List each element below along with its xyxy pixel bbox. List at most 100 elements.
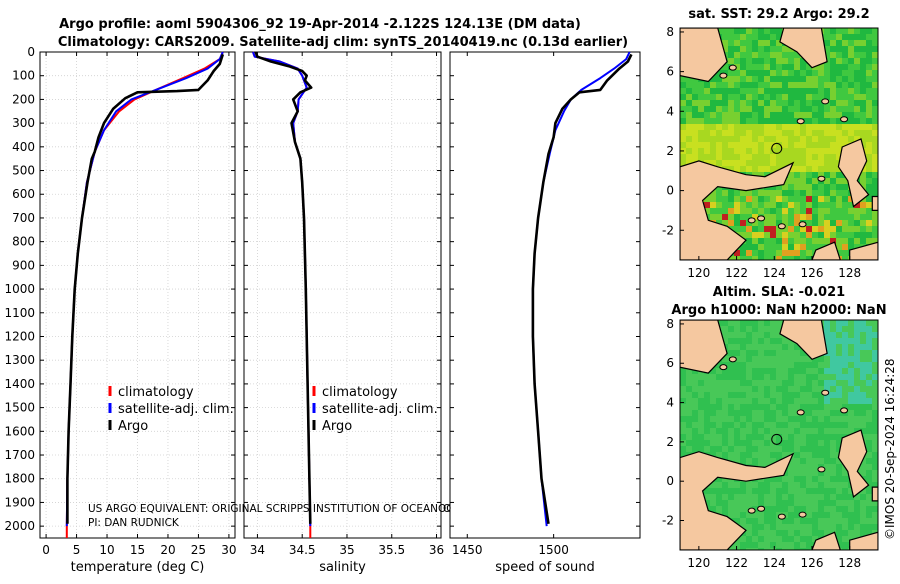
sst_map-cell [686,112,692,118]
sst_map-cell [782,88,788,94]
sst_map-cell [788,196,794,202]
sst_map-cell [824,106,830,112]
sla_map-cell [722,410,728,416]
sla_map-cell [758,374,764,380]
sst_map-cell [830,166,836,172]
sst_map-cell [788,70,794,76]
sst_map-cell [818,118,824,124]
sla_map-cell [734,422,740,428]
sst_map-cell [794,82,800,88]
sla_map-cell [788,344,794,350]
sst_map-cell [824,70,830,76]
sst_map-cell [698,130,704,136]
sla_map-cell [830,488,836,494]
sla_map-cell [800,440,806,446]
sla_map-cell [872,506,878,512]
sst_map-cell [776,220,782,226]
sst_map-cell [746,118,752,124]
sla_map-cell [830,476,836,482]
sla_map-cell [824,488,830,494]
sla_map-cell [770,500,776,506]
sst_map-cell [866,124,872,130]
sst_map-cell [842,226,848,232]
sla_map-cell [812,410,818,416]
sst_map-cell [704,208,710,214]
sst_map-cell [698,154,704,160]
sla_map-cell [854,326,860,332]
sla_map-cell [818,482,824,488]
sst_map-cell [824,124,830,130]
sla_map-cell [698,434,704,440]
sst_map-cell [848,40,854,46]
sla_map-cell [734,434,740,440]
sla_map-cell [836,440,842,446]
sla_map-cell [866,422,872,428]
sla_map-cell [770,344,776,350]
sst_map-cell [734,40,740,46]
sla_map-cell [764,476,770,482]
salinity-xtick-label: 35 [339,543,354,557]
sst_map-cell [836,190,842,196]
sla_map-xtick-label: 122 [725,556,748,570]
sla_map-cell [788,476,794,482]
sst_map-cell [848,244,854,250]
sst_map-cell [716,76,722,82]
sla_map-cell [776,440,782,446]
sst_map-cell [788,100,794,106]
sst_map-cell [752,148,758,154]
sst_map-cell [794,148,800,154]
sla_map-cell [764,332,770,338]
sla_map-cell [860,344,866,350]
sst_map-cell [872,100,878,106]
sla_map-cell [770,374,776,380]
sst_map-cell [806,118,812,124]
depth-tick-label: 0 [27,45,35,59]
sst_map-cell [794,160,800,166]
sla_map-cell [818,356,824,362]
sst_map-cell [854,46,860,52]
sst_map-cell [812,202,818,208]
title-line-1: Argo profile: aoml 5904306_92 19-Apr-201… [59,17,581,32]
sst_map-cell [872,160,878,166]
sla_map-cell [740,350,746,356]
sst_map-cell [824,178,830,184]
sst_map-cell [860,46,866,52]
sla_map-cell [836,458,842,464]
sla_map-cell [770,446,776,452]
island [757,505,766,512]
sla_map-cell [782,530,788,536]
sla_map-cell [788,506,794,512]
sst_map-cell [830,64,836,70]
sla_map-cell [818,512,824,518]
sst_map-cell [728,142,734,148]
sla_map-cell [848,392,854,398]
sst_map-cell [860,136,866,142]
sla_map-cell [836,482,842,488]
sla_map-cell [752,320,758,326]
sst_map-cell [848,28,854,34]
sst_map-cell [866,112,872,118]
sla_map-cell [794,512,800,518]
sst_map-cell [728,106,734,112]
sst_map-cell [872,46,878,52]
sla_map-cell [758,416,764,422]
sla_map-cell [872,332,878,338]
sla_map-cell [800,488,806,494]
sst_map-cell [836,124,842,130]
sla_map-cell [842,374,848,380]
sla_map-cell [872,452,878,458]
sst_map-cell [704,106,710,112]
sla_map-cell [752,548,758,550]
sla_map-cell [806,398,812,404]
sst_map-cell [842,82,848,88]
sla_map-cell [686,422,692,428]
sst_map-cell [788,148,794,154]
sla_map-cell [686,416,692,422]
sst_map-cell [866,136,872,142]
sla_map-cell [866,350,872,356]
sla_map-cell [824,500,830,506]
salinity-xtick-label: 35.5 [378,543,405,557]
sla_map-cell [830,512,836,518]
sst_map-cell [836,202,842,208]
sla_map-cell [776,542,782,548]
